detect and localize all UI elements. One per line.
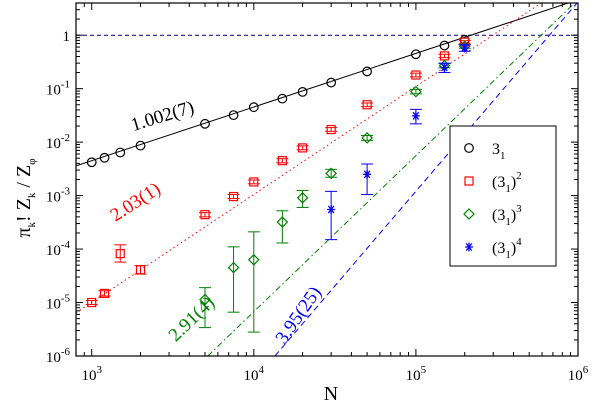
data-point xyxy=(135,265,146,275)
y-tick-label: 10-3 xyxy=(46,186,71,206)
data-point xyxy=(411,111,420,121)
y-tick-label: 10-5 xyxy=(46,293,71,313)
data-point xyxy=(361,132,373,144)
data-point xyxy=(277,156,287,166)
legend-label: (31)4 xyxy=(492,236,522,261)
legend-marker xyxy=(464,143,474,153)
data-point xyxy=(296,191,309,204)
legend-marker xyxy=(464,176,474,186)
data-point xyxy=(277,93,288,104)
data-point xyxy=(248,102,259,113)
legend-label: 31 xyxy=(492,141,506,162)
data-point xyxy=(276,216,289,228)
fit-line-3 xyxy=(207,3,576,356)
data-point xyxy=(115,147,126,158)
legend-entry-4: (31)4 xyxy=(465,236,522,261)
data-point xyxy=(135,140,146,151)
data-point xyxy=(460,43,469,53)
data-point xyxy=(199,293,211,306)
y-tick-label: 10-4 xyxy=(46,239,71,259)
legend-entry-1: 31 xyxy=(464,141,506,162)
series-2 xyxy=(85,37,471,308)
data-point xyxy=(115,249,125,259)
data-point xyxy=(298,143,308,153)
data-point xyxy=(325,167,337,180)
data-point xyxy=(228,191,239,202)
x-tick-label: 104 xyxy=(244,364,265,384)
legend-entry-2: (31)2 xyxy=(464,170,522,195)
data-point xyxy=(327,204,336,214)
data-point xyxy=(247,253,260,266)
legend-box xyxy=(449,125,557,267)
data-point xyxy=(362,100,372,110)
data-point xyxy=(410,85,422,98)
legend-marker xyxy=(465,242,473,252)
data-point xyxy=(440,62,449,72)
y-tick-label: 1 xyxy=(63,29,71,45)
data-point xyxy=(326,77,337,88)
data-point xyxy=(86,157,97,168)
data-point xyxy=(411,49,421,60)
data-point xyxy=(87,297,97,308)
x-axis-label: N xyxy=(324,383,338,405)
y-axis-label: πk! Zk / Zφ xyxy=(13,158,38,237)
y-axis-ticks: 10-6 10-5 10-4 10-3 10-2 10-1 1 xyxy=(46,2,578,366)
data-point xyxy=(99,152,110,163)
y-tick-label: 10-2 xyxy=(46,132,70,152)
data-point xyxy=(227,261,240,274)
legend-entry-3: (31)3 xyxy=(463,203,522,228)
series-4 xyxy=(325,43,471,241)
x-tick-label: 103 xyxy=(81,364,102,384)
fit-line-4 xyxy=(274,3,578,356)
data-point xyxy=(439,40,450,51)
data-point xyxy=(363,169,372,179)
data-point xyxy=(200,210,210,220)
legend-label: (31)2 xyxy=(492,170,522,195)
x-tick-label: 105 xyxy=(406,364,427,384)
data-point xyxy=(411,70,421,80)
data-point xyxy=(99,288,110,299)
data-point xyxy=(249,177,259,187)
y-tick-label: 10-1 xyxy=(46,79,70,99)
data-point xyxy=(200,118,210,129)
data-point xyxy=(362,66,373,77)
legend-marker xyxy=(463,208,475,220)
x-tick-label: 106 xyxy=(568,364,589,384)
legend: 31 (31)2 (31)3 (31)4 xyxy=(449,125,557,267)
data-point xyxy=(326,124,336,135)
data-point xyxy=(228,110,239,121)
legend-label: (31)3 xyxy=(492,203,522,228)
fit-line-2 xyxy=(76,3,543,314)
x-axis-ticks: 103 104 105 106 xyxy=(75,3,589,384)
y-tick-label: 10-6 xyxy=(46,346,71,366)
data-point xyxy=(297,86,308,97)
